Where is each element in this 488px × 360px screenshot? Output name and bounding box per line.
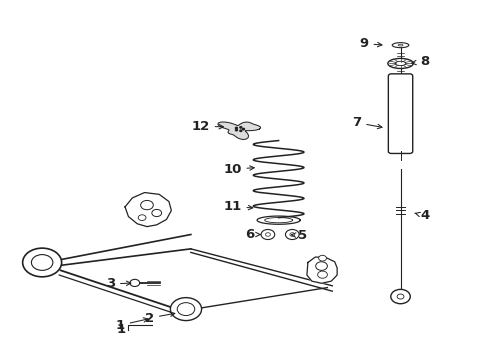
Circle shape [138,215,146,221]
Text: 7: 7 [351,116,381,129]
Polygon shape [125,193,171,226]
Circle shape [239,127,241,128]
Polygon shape [306,257,336,283]
Circle shape [152,210,161,217]
Text: 9: 9 [359,37,381,50]
Text: 8: 8 [411,55,428,68]
Text: 5: 5 [291,229,307,242]
Ellipse shape [391,42,408,48]
Ellipse shape [394,61,405,66]
Circle shape [31,255,53,270]
Polygon shape [218,122,260,139]
Circle shape [289,233,294,236]
Text: 1: 1 [115,318,148,332]
Text: 4: 4 [414,210,428,222]
Circle shape [265,233,270,236]
Circle shape [261,229,274,239]
Circle shape [235,129,237,131]
Circle shape [390,289,409,304]
Circle shape [242,129,244,130]
Circle shape [170,298,201,320]
Circle shape [285,229,299,239]
Circle shape [317,271,327,278]
Circle shape [396,294,403,299]
Text: 11: 11 [223,201,252,213]
Text: 2: 2 [144,311,174,325]
Text: 10: 10 [223,163,254,176]
Circle shape [141,201,153,210]
Text: 3: 3 [105,278,131,291]
Circle shape [235,127,237,129]
FancyBboxPatch shape [387,74,412,153]
Ellipse shape [397,44,402,46]
Circle shape [315,262,327,270]
Ellipse shape [387,58,412,68]
Text: 1: 1 [117,323,126,336]
Text: 12: 12 [191,120,223,133]
Text: 6: 6 [244,228,260,241]
Circle shape [177,303,194,316]
Circle shape [22,248,61,277]
Circle shape [130,279,140,287]
Circle shape [318,255,326,261]
Circle shape [239,130,241,131]
